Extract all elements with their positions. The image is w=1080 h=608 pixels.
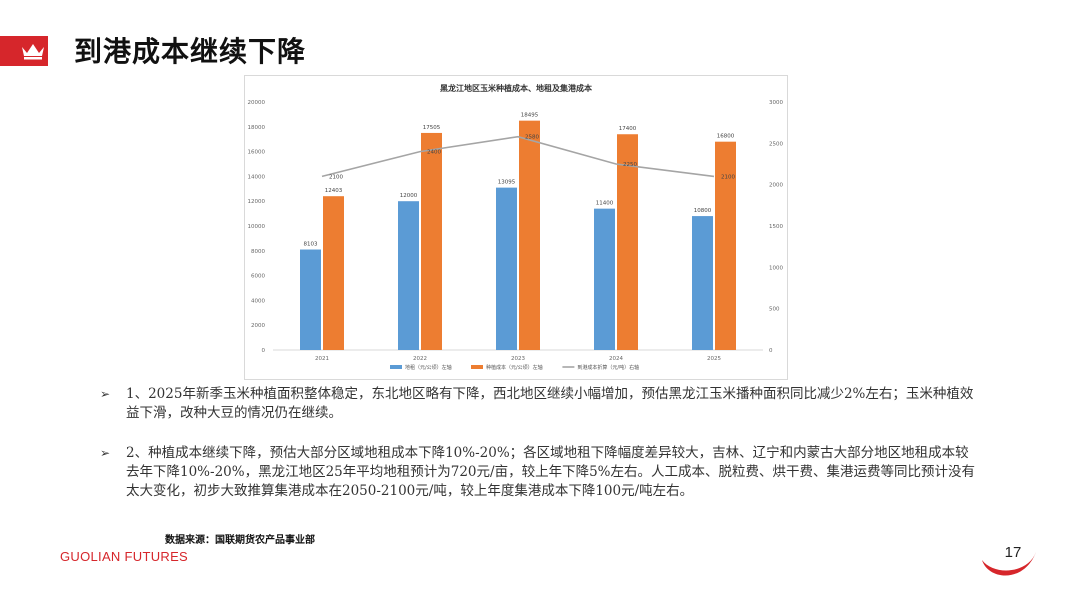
left-axis-tick-label: 4000 [251,298,265,304]
left-axis-tick-label: 20000 [248,100,266,106]
bar-land-rent [496,187,517,350]
line-data-label: 2100 [329,174,343,180]
bar-data-label: 11400 [596,201,614,207]
right-axis-tick-label: 1000 [769,265,783,271]
right-axis-tick-label: 1500 [769,224,783,230]
bar-land-rent [300,249,321,350]
bar-data-label: 17400 [619,126,637,132]
bullet-list: ➢ 1、2025年新季玉米种植面积整体稳定，东北地区略有下降，西北地区继续小幅增… [100,385,980,501]
bar-planting-cost [617,134,638,350]
left-axis-tick-label: 14000 [248,174,266,180]
bullet-arrow-icon: ➢ [100,446,111,460]
bar-land-rent [692,216,713,350]
bar-data-label: 8103 [304,242,318,248]
brand-name: GUOLIAN FUTURES [60,549,189,564]
data-source-note: 数据来源：国联期货农产品事业部 [165,535,315,546]
bar-planting-cost [519,120,540,350]
bar-data-label: 13095 [498,180,516,186]
category-tick-label: 2022 [413,356,427,362]
line-data-label: 2400 [427,150,441,156]
bar-data-label: 18495 [521,113,539,119]
bar-data-label: 10800 [694,208,712,214]
bullet-item-1: ➢ 1、2025年新季玉米种植面积整体稳定，东北地区略有下降，西北地区继续小幅增… [100,385,980,423]
legend-label: 地租（元/公顷）左轴 [405,364,452,371]
line-data-label: 2100 [721,174,735,180]
left-axis-tick-label: 6000 [251,274,265,280]
chart-title: 黑龙江地区玉米种植成本、地租及集港成本 [440,83,592,93]
cost-chart: 黑龙江地区玉米种植成本、地租及集港成本 0 2000 4000 6000 8000 1000… [248,83,784,371]
bar-planting-cost [323,196,344,350]
category-tick-label: 2024 [609,356,623,362]
left-axis-tick-label: 8000 [251,249,265,255]
left-axis-tick-label: 0 [262,348,266,354]
left-axis-tick-label: 10000 [248,224,266,230]
legend-label: 到港成本折算（元/吨）右轴 [577,364,639,371]
category-tick-label: 2021 [315,356,329,362]
category-tick-label: 2023 [511,356,525,362]
left-axis-tick-label: 12000 [248,199,266,205]
chart-container: 黑龙江地区玉米种植成本、地租及集港成本 0 2000 4000 6000 8000 1000… [244,75,788,380]
bar-data-label: 12403 [325,188,343,194]
bar-land-rent [398,201,419,350]
bullet-text: 1、2025年新季玉米种植面积整体稳定，东北地区略有下降，西北地区继续小幅增加，… [126,386,974,421]
line-data-label: 2250 [623,162,637,168]
left-axis-tick-label: 2000 [251,323,265,329]
bullet-text: 2、种植成本继续下降，预估大部分区域地租成本下降10%-20%；各区域地租下降幅… [126,445,975,499]
line-port-cost [321,135,715,178]
legend-swatch [390,365,402,369]
slide-title: 到港成本继续下降 [74,35,307,68]
crown-logo-icon [22,44,44,60]
page-number: 17 [1004,544,1022,561]
right-axis-tick-label: 0 [769,348,773,354]
bar-planting-cost [421,132,442,350]
line-data-label: 2580 [525,135,539,141]
left-axis-tick-label: 18000 [248,125,266,131]
legend-label: 种植成本（元/公顷）左轴 [486,364,543,371]
left-axis-tick-label: 16000 [248,150,266,156]
right-axis-tick-label: 500 [769,307,780,313]
bar-planting-cost [715,141,736,350]
category-tick-label: 2025 [707,356,721,362]
bar-data-label: 17505 [423,125,441,131]
right-axis-tick-label: 2500 [769,141,783,147]
bar-data-label: 16800 [717,134,735,140]
bullet-item-2: ➢ 2、种植成本继续下降，预估大部分区域地租成本下降10%-20%；各区域地租下… [100,444,980,501]
right-axis-tick-label: 3000 [769,100,783,106]
bullet-arrow-icon: ➢ [100,387,111,401]
legend-swatch [471,365,483,369]
bar-data-label: 12000 [400,193,418,199]
bar-land-rent [594,208,615,350]
page-number-swoosh-icon [982,552,1036,576]
right-axis-tick-label: 2000 [769,183,783,189]
